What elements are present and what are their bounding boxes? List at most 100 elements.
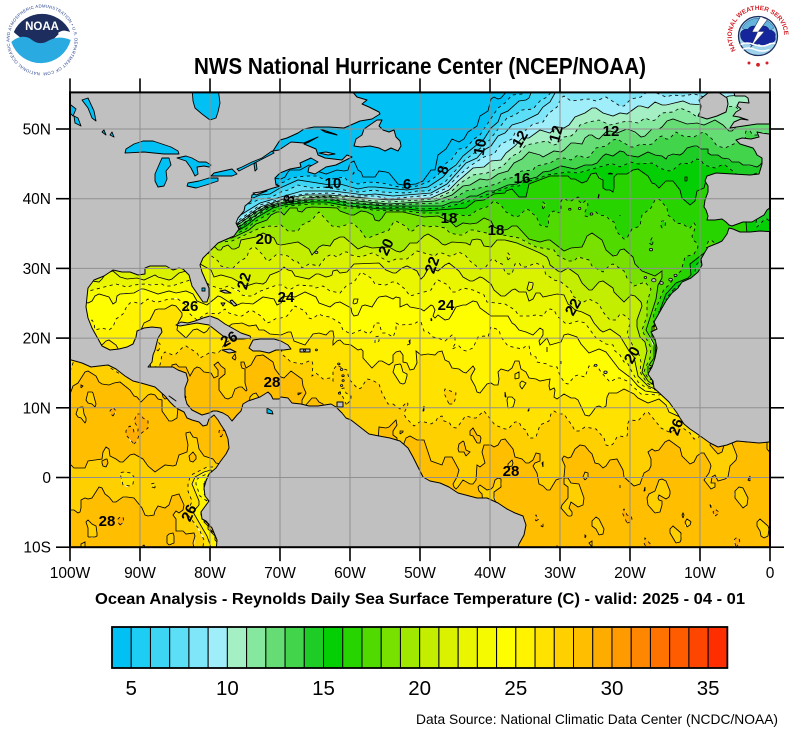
land-masses — [70, 92, 770, 548]
contour-label: 10 — [471, 137, 491, 156]
map-subtitle: Ocean Analysis - Reynolds Daily Sea Surf… — [95, 591, 745, 608]
lat-tick-label: 30N — [23, 261, 51, 278]
contour-label: 6 — [403, 176, 411, 193]
contour-label: 22 — [234, 271, 255, 292]
nws-logo-svg: NATIONAL WEATHER SERVICE — [725, 3, 791, 69]
colorbar-cell — [361, 626, 382, 669]
lat-tick-label: 0 — [42, 470, 51, 487]
colorbar-cell — [707, 626, 728, 669]
lon-tick-label: 80W — [194, 565, 226, 582]
colorbar-cell — [149, 626, 171, 669]
colorbar-cell — [188, 626, 209, 669]
contour-label: 10 — [325, 175, 342, 192]
small-islands — [303, 207, 678, 395]
colorbar-frame — [111, 626, 729, 669]
colorbar-cell — [688, 626, 709, 669]
colorbar-cell — [399, 626, 421, 669]
lakes-and-bays — [70, 92, 275, 415]
contour-label: 18 — [441, 210, 458, 227]
contour-label: 12 — [509, 128, 532, 151]
lon-tick-label: 60W — [334, 565, 366, 582]
lon-tick-label: 30W — [544, 565, 576, 582]
contour-label: 26 — [666, 416, 688, 437]
colorbar-cell — [457, 626, 478, 669]
nws-logo-stars — [747, 61, 769, 67]
lat-tick-label: 10S — [23, 540, 51, 557]
colorbar-cell — [130, 626, 151, 669]
colorbar-cell — [515, 626, 536, 669]
colorbar-cell — [380, 626, 401, 669]
colorbar-cell — [611, 626, 632, 669]
colorbar-cell — [111, 626, 132, 669]
colorbar-cell — [669, 626, 690, 669]
lon-tick-label: 10W — [684, 565, 716, 582]
colorbar-cell — [438, 626, 459, 669]
colorbar-cell — [573, 626, 594, 669]
lat-tick-label: 50N — [23, 122, 51, 139]
axis-ticks — [56, 78, 784, 562]
colorbar-tick-label: 5 — [126, 677, 137, 700]
colorbar-tick-label: 35 — [697, 677, 720, 700]
noaa-logo-svg: NOAA NATIONAL OCEANIC AND ATMOSPHERIC AD… — [2, 0, 78, 77]
colorbar: 5 10 15 20 25 30 35 — [111, 626, 729, 700]
noaa-logo-text: NOAA — [25, 21, 59, 33]
contour-label: 20 — [621, 344, 644, 367]
colorbar-cell — [246, 626, 267, 669]
contour-label: 28 — [264, 374, 281, 391]
lon-tick-label: 40W — [474, 565, 506, 582]
colorbar-cell — [323, 626, 344, 669]
contour-label: 18 — [488, 222, 505, 239]
lat-tick-label: 20N — [23, 331, 51, 348]
colorbar-cell — [207, 626, 228, 669]
colorbar-cell — [649, 626, 671, 669]
colorbar-cell — [265, 626, 286, 669]
contour-label: 28 — [503, 463, 520, 480]
contour-label: 28 — [99, 513, 116, 530]
colorbar-cell — [226, 626, 248, 669]
lon-tick-label: 90W — [124, 565, 156, 582]
axis-tick-labels: 100W 90W 80W 70W 60W 50W 40W 30W 20W 10W 0 50N 40N 30… — [23, 122, 775, 583]
contour-label: 22 — [422, 254, 444, 275]
colorbar-cell — [284, 626, 305, 669]
colorbar-tick-label: 15 — [312, 677, 335, 700]
contour-label: 20 — [256, 231, 273, 248]
data-source: Data Source: National Climatic Data Cent… — [416, 711, 778, 727]
colorbar-tick-label: 10 — [216, 677, 239, 700]
contour-label: 26 — [218, 328, 241, 351]
map-frame — [69, 91, 771, 549]
colorbar-cell — [553, 626, 575, 669]
colorbar-cell — [169, 626, 190, 669]
lon-tick-label: 50W — [404, 565, 436, 582]
lon-tick-label: 100W — [50, 565, 91, 582]
lon-tick-label: 20W — [614, 565, 646, 582]
contour-label: 22 — [562, 296, 585, 319]
contour-label: 24 — [438, 297, 455, 314]
colorbar-tick-label: 30 — [601, 677, 624, 700]
contour-label: 16 — [514, 170, 531, 187]
lat-tick-label: 10N — [23, 400, 51, 417]
colorbar-cell — [592, 626, 613, 669]
contour-label: 24 — [278, 289, 295, 306]
lon-tick-label: 0 — [766, 565, 775, 582]
colorbar-cell — [476, 626, 498, 669]
grid-lines — [70, 92, 770, 548]
colorbar-tick-label: 20 — [408, 677, 431, 700]
colorbar-cell — [496, 626, 517, 669]
contour-label: 26 — [182, 298, 199, 315]
colorbar-cell — [342, 626, 363, 669]
colorbar-tick-label: 25 — [504, 677, 527, 700]
colorbar-cell — [303, 626, 325, 669]
colorbar-cell — [534, 626, 555, 669]
colorbar-cell — [419, 626, 440, 669]
contour-label: 12 — [546, 124, 567, 145]
contour-label: 26 — [178, 502, 200, 524]
contour-label: 12 — [603, 123, 620, 140]
colorbar-cell — [630, 626, 651, 669]
contour-label: 20 — [375, 236, 397, 258]
page-title: NWS National Hurricane Center (NCEP/NOAA… — [194, 53, 646, 79]
lon-tick-label: 70W — [264, 565, 296, 582]
lat-tick-label: 40N — [23, 191, 51, 208]
